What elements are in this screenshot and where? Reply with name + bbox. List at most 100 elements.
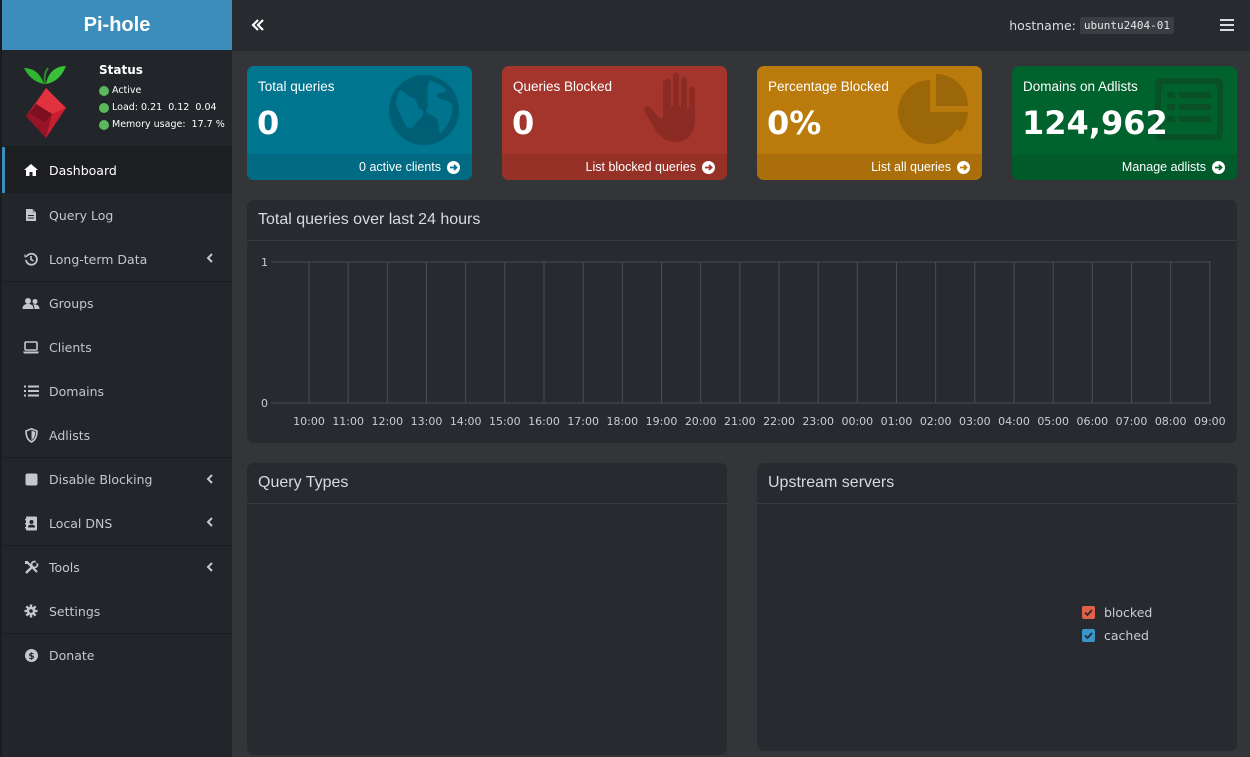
users-icon: [22, 296, 40, 312]
pihole-logo-icon: [24, 66, 66, 138]
gear-icon: [22, 603, 40, 619]
tools-icon: [22, 560, 40, 576]
sidebar-item-label: Donate: [49, 648, 95, 663]
x-tick-label: 00:00: [841, 415, 873, 428]
home-icon: [22, 162, 40, 178]
upstream-servers-panel: Upstream servers blocked cached: [757, 463, 1237, 751]
queries-blocked-box: Queries Blocked 0 List blocked queries: [502, 66, 727, 180]
x-tick-label: 08:00: [1155, 415, 1187, 428]
top-navbar: hostname: ubuntu2404-01: [232, 0, 1250, 51]
query-types-title: Query Types: [247, 463, 727, 504]
status-load-label: Load:: [112, 102, 138, 113]
list-all-queries-text: List all queries: [871, 160, 951, 174]
sidebar-item-label: Query Log: [49, 207, 114, 223]
queries-over-time-chart: 0 1 10:00 11:00 12:00 13:00 14:00 15:00 16:00 17:…: [261, 256, 1226, 428]
sidebar-item-dashboard[interactable]: Dashboard: [2, 147, 232, 193]
hamburger-menu-icon[interactable]: [1220, 19, 1234, 31]
donate-icon: $: [22, 648, 40, 664]
status-load-values: 0.21 0.12 0.04: [141, 102, 217, 113]
sidebar-menu: Dashboard Query Log Long-term Data Group…: [2, 147, 232, 677]
queries-blocked-label: Queries Blocked: [513, 79, 613, 94]
x-tick-label: 15:00: [489, 415, 521, 428]
legend-item-blocked[interactable]: blocked: [1082, 601, 1152, 624]
list-blocked-queries-link[interactable]: List blocked queries: [502, 154, 727, 180]
history-icon: [22, 251, 40, 267]
list-icon: [22, 383, 40, 399]
hostname-display: hostname: ubuntu2404-01: [1009, 17, 1174, 34]
x-tick-label: 03:00: [959, 415, 991, 428]
sidebar-item-label: Clients: [49, 339, 92, 355]
queries-over-time-panel: Total queries over last 24 hours 0 1 10:00…: [247, 200, 1237, 443]
address-book-icon: [22, 515, 40, 531]
sidebar-item-settings[interactable]: Settings: [2, 589, 232, 633]
sidebar-item-groups[interactable]: Groups: [2, 281, 232, 325]
x-tick-label: 13:00: [411, 415, 443, 428]
sidebar-collapse-icon[interactable]: [250, 17, 266, 33]
percentage-blocked-box: Percentage Blocked 0% List all queries: [757, 66, 982, 180]
status-memory-value: 17.7 %: [191, 119, 225, 130]
sidebar-item-tools[interactable]: Tools: [2, 545, 232, 589]
list-alt-icon: [1155, 78, 1223, 140]
status-load: Load: 0.21 0.12 0.04: [99, 102, 217, 113]
x-tick-label: 19:00: [646, 415, 678, 428]
y-tick-label: 0: [261, 397, 268, 410]
shield-icon: [22, 427, 40, 443]
x-tick-label: 11:00: [332, 415, 364, 428]
legend-label: cached: [1104, 628, 1149, 643]
domains-on-adlists-value: 124,962: [1022, 104, 1168, 142]
sidebar-item-label: Disable Blocking: [49, 472, 153, 487]
status-memory-dot-icon: [99, 119, 109, 130]
status-title: Status: [99, 63, 143, 77]
percentage-blocked-label: Percentage Blocked: [768, 79, 889, 94]
chevron-left-icon: [206, 474, 213, 484]
svg-text:$: $: [28, 652, 34, 662]
status-active-dot-icon: [99, 85, 109, 96]
upstream-legend: blocked cached: [1082, 601, 1152, 647]
list-blocked-queries-text: List blocked queries: [585, 160, 696, 174]
x-tick-label: 04:00: [998, 415, 1030, 428]
x-tick-label: 22:00: [763, 415, 795, 428]
domains-on-adlists-label: Domains on Adlists: [1023, 79, 1138, 94]
sidebar-item-label: Dashboard: [49, 162, 117, 178]
sidebar-item-query-log[interactable]: Query Log: [2, 193, 232, 237]
sidebar-item-clients[interactable]: Clients: [2, 325, 232, 369]
status-load-dot-icon: [99, 102, 109, 113]
chevron-left-icon: [206, 253, 213, 263]
manage-adlists-link[interactable]: Manage adlists: [1012, 154, 1237, 180]
x-tick-label: 14:00: [450, 415, 482, 428]
x-tick-label: 18:00: [606, 415, 638, 428]
sidebar-item-donate[interactable]: $ Donate: [2, 633, 232, 677]
x-tick-label: 05:00: [1037, 415, 1069, 428]
status-memory-label: Memory usage:: [112, 119, 186, 130]
legend-item-cached[interactable]: cached: [1082, 624, 1152, 647]
status-active-text: Active: [112, 85, 142, 96]
query-types-panel: Query Types: [247, 463, 727, 755]
chevron-left-icon: [206, 517, 213, 527]
upstream-servers-title: Upstream servers: [757, 463, 1237, 504]
brand-title: Pi-hole: [83, 13, 151, 36]
active-clients-link[interactable]: 0 active clients: [247, 154, 472, 180]
x-tick-label: 07:00: [1116, 415, 1148, 428]
sidebar-item-disable-blocking[interactable]: Disable Blocking: [2, 457, 232, 501]
brand-logo-link[interactable]: Pi-hole: [2, 0, 232, 50]
globe-icon: [389, 75, 459, 145]
sidebar-item-domains[interactable]: Domains: [2, 369, 232, 413]
stop-icon: [22, 472, 40, 488]
arrow-circle-right-icon: [447, 160, 460, 174]
sidebar-item-local-dns[interactable]: Local DNS: [2, 501, 232, 545]
x-tick-label: 09:00: [1194, 415, 1226, 428]
sidebar-item-adlists[interactable]: Adlists: [2, 413, 232, 457]
file-icon: [22, 207, 40, 223]
sidebar-item-label: Tools: [49, 560, 80, 575]
list-all-queries-link[interactable]: List all queries: [757, 154, 982, 180]
percentage-blocked-value: 0%: [767, 104, 822, 142]
queries-over-time-title: Total queries over last 24 hours: [247, 200, 1237, 241]
arrow-circle-right-icon: [702, 160, 715, 174]
queries-blocked-value: 0: [512, 104, 535, 142]
manage-adlists-text: Manage adlists: [1121, 160, 1206, 174]
sidebar-item-long-term-data[interactable]: Long-term Data: [2, 237, 232, 281]
x-tick-label: 17:00: [567, 415, 599, 428]
total-queries-label: Total queries: [258, 79, 335, 94]
x-tick-label: 16:00: [528, 415, 560, 428]
sidebar: Pi-hole Status Active Load: 0.21 0.12 0.…: [0, 0, 232, 757]
